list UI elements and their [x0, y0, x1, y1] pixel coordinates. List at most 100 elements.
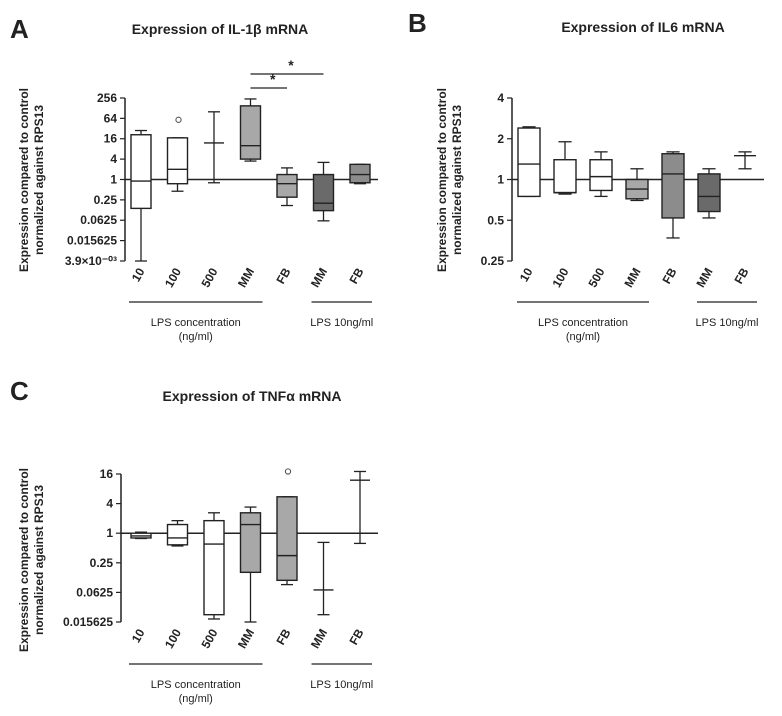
- y-tick-label: 4: [497, 91, 504, 105]
- chart-title: Expression of IL-1β mRNA: [132, 21, 309, 37]
- chart-title: Expression of IL6 mRNA: [561, 19, 724, 35]
- box-body: [661, 153, 685, 219]
- box-body: [553, 159, 577, 194]
- x-tick-label: 500: [585, 265, 607, 290]
- x-tick-label: MM: [235, 266, 257, 290]
- box-6: [349, 163, 371, 185]
- group-label: (ng/ml): [179, 693, 213, 705]
- panel-letter: B: [408, 8, 427, 38]
- y-tick-label: 0.25: [90, 556, 114, 570]
- panel-b: B Expression of IL6 mRNA Expression compar…: [408, 8, 764, 343]
- y-tick-label: 0.015625: [67, 234, 117, 248]
- panel-c: C Expression of TNFα mRNA Expression compa…: [10, 376, 378, 705]
- box-body: [276, 173, 298, 198]
- y-tick-label: 256: [97, 91, 117, 105]
- box-1: [166, 116, 189, 192]
- box-4: [276, 468, 298, 586]
- y-tick-label: 0.0625: [80, 213, 117, 227]
- box-3: [625, 168, 649, 202]
- group-label: LPS concentration: [151, 317, 241, 329]
- group-label: LPS 10ng/ml: [696, 317, 759, 329]
- significance-star: *: [270, 71, 276, 87]
- y-tick-label: 4: [110, 152, 117, 166]
- box-6: [734, 151, 756, 170]
- x-tick-label: FB: [346, 265, 366, 286]
- x-tick-label: FB: [659, 265, 679, 286]
- box-body: [697, 173, 721, 213]
- box-body: [239, 105, 262, 160]
- group-label: (ng/ml): [179, 331, 213, 343]
- x-tick-label: 100: [162, 265, 184, 290]
- y-tick-label: 4: [106, 497, 113, 511]
- group-label: (ng/ml): [566, 331, 600, 343]
- y-tick-label: 3.9×10⁻⁰³: [65, 254, 117, 268]
- x-tick-label: MM: [693, 266, 715, 290]
- y-axis-label: Expression compared to control: [17, 468, 31, 652]
- x-tick-label: FB: [731, 265, 751, 286]
- y-tick-label: 0.0625: [76, 585, 113, 599]
- box-6: [350, 470, 370, 545]
- box-body: [130, 134, 152, 210]
- outlier-point: [284, 468, 292, 475]
- group-label: LPS 10ng/ml: [310, 317, 373, 329]
- x-tick-label: FB: [273, 265, 293, 286]
- significance-star: *: [288, 57, 294, 73]
- group-label: LPS 10ng/ml: [310, 679, 373, 691]
- box-3: [239, 98, 262, 162]
- panel-a: A Expression of IL-1β mRNA Expression comp…: [10, 14, 378, 343]
- x-tick-label: 10: [129, 626, 148, 645]
- y-tick-label: 0.5: [487, 213, 504, 227]
- x-tick-label: MM: [308, 266, 330, 290]
- box-body: [517, 127, 541, 198]
- y-axis-label: Expression compared to control: [17, 88, 31, 272]
- x-tick-label: FB: [346, 626, 366, 647]
- box-5: [697, 168, 721, 219]
- x-tick-label: 100: [549, 265, 571, 290]
- panel-letter: A: [10, 14, 29, 44]
- y-axis-label: normalized against RPS13: [32, 485, 46, 635]
- box-body: [166, 523, 189, 546]
- box-0: [130, 531, 152, 540]
- y-axis-label: Expression compared to control: [435, 88, 449, 272]
- y-tick-label: 16: [100, 467, 114, 481]
- box-2: [589, 151, 613, 198]
- y-tick-label: 1: [497, 173, 504, 187]
- group-label: LPS concentration: [151, 679, 241, 691]
- box-0: [517, 126, 541, 198]
- y-tick-label: 1: [106, 526, 113, 540]
- x-tick-label: 10: [129, 265, 148, 284]
- y-axis-label: normalized against RPS13: [450, 105, 464, 255]
- x-tick-label: MM: [235, 627, 257, 651]
- box-body: [239, 512, 262, 574]
- box-body: [349, 163, 371, 184]
- box-1: [553, 141, 577, 195]
- x-tick-label: 500: [198, 626, 220, 651]
- chart-title: Expression of TNFα mRNA: [163, 388, 342, 404]
- y-tick-label: 0.015625: [63, 615, 113, 629]
- outlier-point: [175, 116, 182, 123]
- box-0: [130, 129, 152, 262]
- y-tick-label: 0.25: [94, 193, 118, 207]
- y-tick-label: 64: [104, 111, 118, 125]
- box-3: [239, 506, 262, 623]
- y-tick-label: 16: [104, 132, 118, 146]
- box-body: [276, 496, 298, 582]
- x-tick-label: FB: [273, 626, 293, 647]
- y-tick-label: 1: [110, 172, 117, 186]
- x-tick-label: MM: [621, 266, 643, 290]
- y-tick-label: 0.25: [481, 254, 505, 268]
- box-2: [204, 111, 224, 184]
- box-body: [589, 159, 613, 192]
- y-tick-label: 2: [497, 132, 504, 146]
- box-body: [203, 519, 225, 616]
- x-tick-label: 100: [162, 626, 184, 651]
- y-axis-label: normalized against RPS13: [32, 105, 46, 255]
- x-tick-label: 500: [198, 265, 220, 290]
- box-body: [312, 173, 335, 212]
- box-4: [661, 151, 685, 239]
- box-5: [312, 161, 335, 222]
- box-1: [166, 519, 189, 547]
- box-2: [203, 512, 225, 620]
